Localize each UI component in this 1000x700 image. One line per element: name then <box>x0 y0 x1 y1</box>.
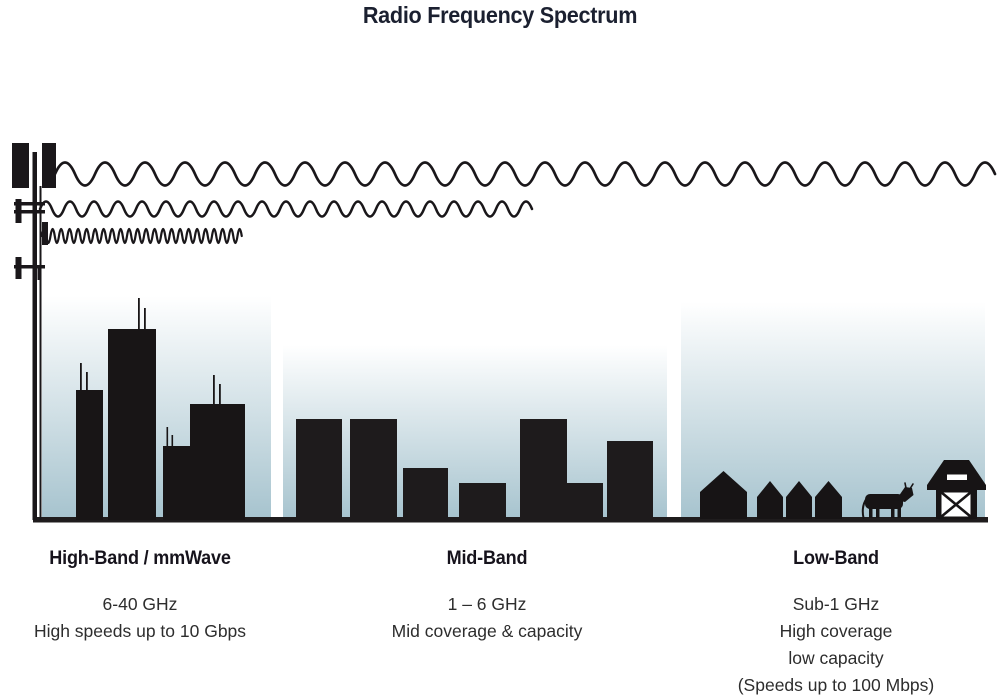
mid-band-label-group: Mid-Band 1 – 6 GHz Mid coverage & capaci… <box>362 548 612 645</box>
cell-tower-icon <box>12 143 56 520</box>
city-skyline-icon <box>76 298 245 520</box>
tower-pole <box>32 152 37 520</box>
ground-baseline <box>33 517 988 523</box>
town-building <box>567 483 603 520</box>
mid-band-title: Mid-Band <box>446 548 528 569</box>
cow-leg <box>891 505 895 518</box>
city-building <box>76 390 103 520</box>
high-band-description: High speeds up to 10 Gbps <box>33 621 247 641</box>
mid-band-description: Mid coverage & capacity <box>391 621 583 641</box>
cow-icon <box>861 482 914 519</box>
barn-icon <box>927 460 986 520</box>
tower-antenna-stub <box>37 268 41 280</box>
low-band-capacity: low capacity <box>788 648 884 668</box>
long-wavelength-wave-icon <box>53 161 997 187</box>
rooftop-antenna <box>166 427 169 447</box>
mid-band-frequency: 1 – 6 GHz <box>447 594 527 614</box>
low-band-title: Low-Band <box>793 548 879 569</box>
town-building <box>607 441 653 520</box>
cow-leg <box>876 505 880 518</box>
house-icon <box>700 471 747 519</box>
rooftop-antenna <box>144 308 146 330</box>
rooftop-antenna <box>80 363 82 391</box>
high-band-title: High-Band / mmWave <box>49 548 231 569</box>
tower-pole-rail <box>39 186 42 520</box>
tower-crossarm <box>14 202 45 206</box>
town-building <box>459 483 506 520</box>
diagram-title: Radio Frequency Spectrum <box>362 2 638 28</box>
town-building <box>403 468 448 520</box>
city-building <box>108 329 156 520</box>
town-buildings-icon <box>296 419 653 520</box>
town-building <box>520 419 567 520</box>
house-icon <box>815 481 842 519</box>
rooftop-antenna <box>171 435 174 447</box>
tower-antenna-panel <box>42 143 56 188</box>
rooftop-antenna <box>86 372 88 391</box>
tower-antenna-panel <box>12 143 29 188</box>
low-band-speed: (Speeds up to 100 Mbps) <box>737 675 935 695</box>
high-band-frequency: 6-40 GHz <box>102 594 178 614</box>
cow-leg <box>897 505 901 518</box>
city-building <box>190 404 245 520</box>
farm-barn-cow-icon <box>700 460 986 520</box>
low-band-label-group: Low-Band Sub-1 GHz High coverage low cap… <box>711 548 961 699</box>
city-building <box>163 446 190 520</box>
tower-crossarm <box>14 210 45 214</box>
tower-crossarm <box>14 265 45 269</box>
barn-loft-vent <box>947 474 967 480</box>
town-building <box>296 419 342 520</box>
medium-wavelength-wave-icon <box>38 200 534 218</box>
rooftop-antenna <box>138 298 140 330</box>
barn-door-crossbuck <box>940 491 972 518</box>
cow-leg <box>869 505 873 518</box>
high-band-label-group: High-Band / mmWave 6-40 GHz High speeds … <box>15 548 265 645</box>
low-band-coverage: High coverage <box>779 621 893 641</box>
cow-horns <box>904 482 914 489</box>
town-building <box>350 419 397 520</box>
house-icon <box>757 481 783 519</box>
house-icon <box>786 481 812 519</box>
rooftop-antenna <box>219 384 221 405</box>
rooftop-antenna <box>213 375 215 405</box>
short-wavelength-wave-icon <box>40 227 243 245</box>
cow-head <box>896 487 914 502</box>
low-band-frequency: Sub-1 GHz <box>792 594 880 614</box>
